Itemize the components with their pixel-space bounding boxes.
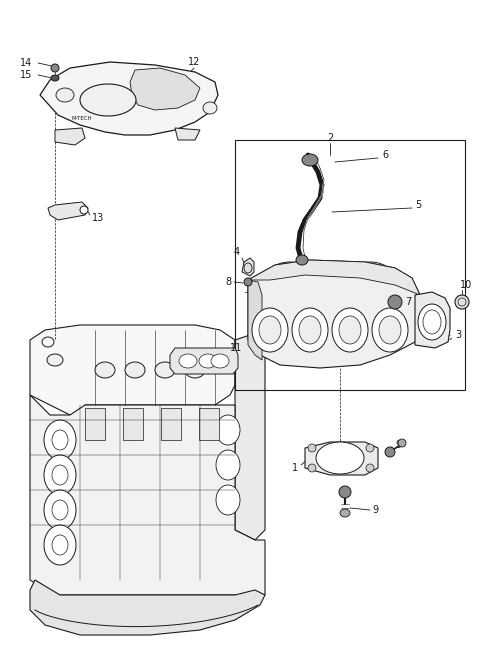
Bar [235, 140, 465, 390]
Polygon shape [123, 408, 143, 440]
Polygon shape [85, 408, 105, 440]
Ellipse shape [47, 354, 63, 366]
Ellipse shape [296, 255, 308, 265]
Ellipse shape [379, 316, 401, 344]
Ellipse shape [366, 444, 374, 452]
Ellipse shape [366, 464, 374, 472]
Text: 8: 8 [226, 277, 232, 287]
Polygon shape [305, 442, 378, 475]
Ellipse shape [56, 88, 74, 102]
Text: 14: 14 [20, 58, 32, 68]
Ellipse shape [51, 64, 59, 72]
Ellipse shape [308, 444, 316, 452]
Ellipse shape [292, 308, 328, 352]
Text: 9: 9 [395, 440, 401, 450]
Ellipse shape [332, 308, 368, 352]
Polygon shape [55, 128, 85, 145]
Ellipse shape [299, 316, 321, 344]
Text: 6: 6 [382, 150, 388, 160]
Polygon shape [40, 62, 218, 135]
Text: 4: 4 [234, 247, 240, 257]
Ellipse shape [179, 354, 197, 368]
Ellipse shape [95, 362, 115, 378]
Polygon shape [235, 335, 265, 540]
Ellipse shape [216, 485, 240, 515]
Ellipse shape [199, 354, 217, 368]
Ellipse shape [44, 525, 76, 565]
Text: 2: 2 [327, 133, 333, 143]
Ellipse shape [316, 442, 364, 474]
Ellipse shape [211, 354, 229, 368]
Text: 10: 10 [460, 280, 472, 290]
Ellipse shape [216, 415, 240, 445]
Ellipse shape [372, 308, 408, 352]
Ellipse shape [308, 464, 316, 472]
Ellipse shape [155, 362, 175, 378]
Ellipse shape [259, 316, 281, 344]
Text: 9: 9 [372, 505, 378, 515]
Polygon shape [248, 280, 262, 360]
Ellipse shape [80, 206, 88, 214]
Ellipse shape [44, 455, 76, 495]
Polygon shape [199, 408, 219, 440]
Polygon shape [161, 408, 181, 440]
Ellipse shape [418, 304, 446, 340]
Text: 12: 12 [188, 57, 200, 67]
Ellipse shape [339, 316, 361, 344]
Polygon shape [175, 128, 200, 140]
Ellipse shape [302, 154, 318, 166]
Ellipse shape [44, 490, 76, 530]
Text: KIA: KIA [101, 96, 115, 104]
Text: 15: 15 [20, 70, 32, 80]
Ellipse shape [398, 439, 406, 447]
Polygon shape [30, 325, 235, 415]
Ellipse shape [203, 102, 217, 114]
Text: M-TECH: M-TECH [72, 115, 92, 121]
Polygon shape [415, 292, 450, 348]
Text: 5: 5 [415, 200, 421, 210]
Polygon shape [242, 258, 254, 276]
Ellipse shape [455, 295, 469, 309]
Polygon shape [30, 395, 265, 595]
Ellipse shape [216, 450, 240, 480]
Polygon shape [30, 580, 265, 635]
Text: 3: 3 [455, 330, 461, 340]
Ellipse shape [80, 84, 136, 116]
Text: 11: 11 [230, 343, 242, 353]
Ellipse shape [244, 278, 252, 286]
Ellipse shape [125, 362, 145, 378]
Polygon shape [48, 202, 88, 220]
Ellipse shape [197, 354, 213, 366]
Text: 13: 13 [92, 213, 104, 223]
Polygon shape [248, 260, 420, 295]
Ellipse shape [44, 420, 76, 460]
Ellipse shape [51, 75, 59, 81]
Ellipse shape [252, 308, 288, 352]
Ellipse shape [340, 509, 350, 517]
Ellipse shape [388, 295, 402, 309]
Polygon shape [248, 260, 420, 368]
Ellipse shape [385, 447, 395, 457]
Polygon shape [130, 68, 200, 110]
Ellipse shape [339, 486, 351, 498]
Text: 7: 7 [405, 297, 411, 307]
Ellipse shape [185, 362, 205, 378]
Text: 1: 1 [292, 463, 298, 473]
Polygon shape [170, 348, 238, 374]
